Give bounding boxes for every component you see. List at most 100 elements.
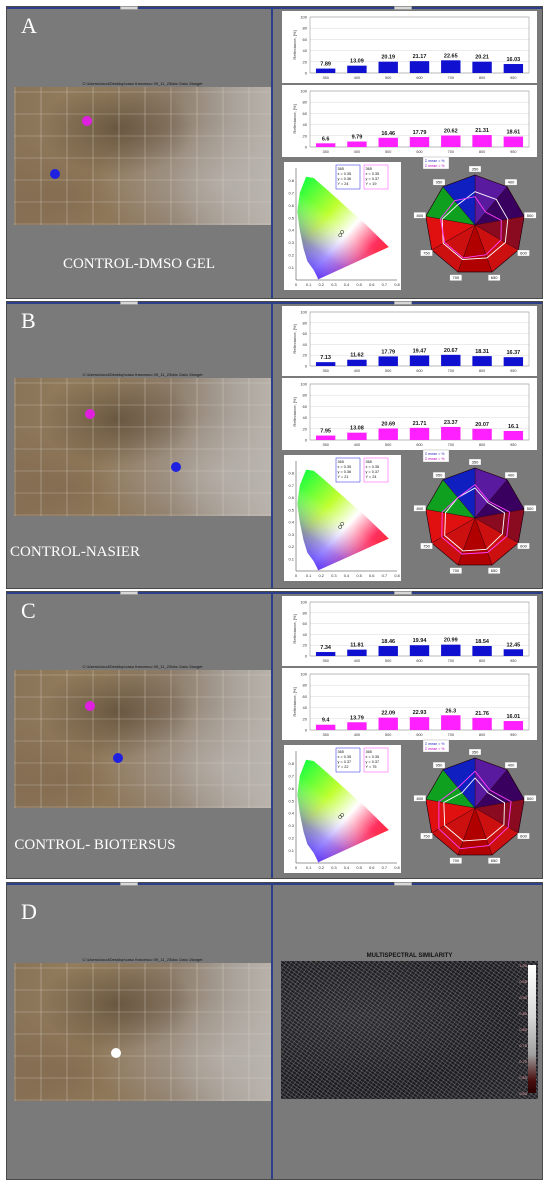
y-tick-label: 0 (305, 364, 308, 369)
bar (472, 61, 492, 73)
x-tick-label: 600 (416, 443, 422, 447)
bar-value-label: 20.19 (381, 55, 395, 61)
y-tick-label: 20 (303, 133, 308, 138)
x-tick-label: 500 (385, 76, 391, 80)
bar-value-label: 16.03 (506, 57, 520, 63)
panel-d-divider[interactable] (271, 883, 273, 1179)
bar-value-label: 20.07 (475, 422, 489, 428)
x-tick-label: 950 (510, 659, 516, 663)
bar (409, 717, 430, 730)
panel-d-handle[interactable] (120, 882, 138, 886)
y-tick-label: 40 (303, 705, 308, 710)
point-info-text: x = 0.35 (338, 465, 352, 469)
y-axis-label: Reflectance, [%] (292, 687, 297, 716)
bar-value-label: 17.79 (413, 130, 427, 136)
y-tick-label: 60 (303, 331, 308, 336)
bar-value-label: 7.13 (320, 355, 331, 361)
similarity-scale-tick: 0.65 (519, 1075, 527, 1080)
y-tick-label: 80 (303, 26, 308, 31)
point-info-text: Y = 22 (338, 765, 349, 769)
x-tick-label: 0.2 (318, 865, 324, 870)
bar-value-label: 20.62 (444, 128, 458, 134)
radar-axis-label: 800 (417, 506, 424, 511)
panel-a-handle-right[interactable] (394, 6, 412, 10)
point-info-text: Y = 75 (366, 765, 377, 769)
bar-value-label: 19.47 (413, 348, 427, 354)
y-tick-label: 0.3 (288, 532, 294, 537)
bar (472, 135, 492, 147)
bar-value-label: 19.94 (413, 638, 428, 644)
panel-a-photo-caption: C:\Users\cloud\Desktop\caso francesco 09… (82, 81, 203, 86)
point-info-text: x = 0.35 (366, 755, 380, 759)
point-info-text: y = 0.37 (366, 470, 380, 474)
magenta-sample-point[interactable] (85, 701, 95, 711)
radar-axis-label-box (449, 857, 462, 864)
bar-value-label: 21.71 (413, 421, 427, 427)
panel-a-cie-diagram: 0 0.1 0.2 0.3 0.4 0.5 0.6 0.7 0.8 0.1 0.2 0.3 0.4 0.5… (284, 162, 401, 290)
radar-axis-label-box (413, 212, 427, 219)
y-tick-label: 40 (303, 122, 308, 127)
panel-b-handle-right[interactable] (394, 301, 412, 305)
radar-outline (425, 757, 525, 856)
bar-value-label: 20.69 (381, 421, 395, 427)
x-tick-label: 400 (354, 443, 360, 447)
bar (347, 649, 367, 656)
bar-chart-svg: 0 20 40 60 80 100 Reflectance, [%] 6.6 350 9.79 40… (292, 89, 530, 154)
panel-b-photo[interactable] (14, 378, 271, 516)
bar-chart-svg: 0 20 40 60 80 100 Reflectance, [%] 7.95 350 13.08… (292, 382, 530, 447)
photo-grid-texture (14, 670, 271, 808)
panel-a-photo[interactable] (14, 87, 271, 225)
magenta-sample-point[interactable] (85, 409, 95, 419)
bar (347, 722, 367, 730)
radar-svg: 350 400 500 600 650 700 750 800 950 Σ mean = %Σ m… (413, 449, 537, 574)
radar-axis-label: 750 (423, 544, 430, 549)
radar-legend-box (422, 449, 450, 463)
panel-d-photo[interactable] (14, 963, 271, 1101)
blue-sample-point[interactable] (171, 462, 181, 472)
panel-c-divider[interactable] (271, 592, 273, 878)
y-tick-label: 0.1 (288, 265, 294, 270)
panel-c-photo[interactable] (14, 670, 271, 808)
radar-axis-label: 800 (417, 796, 424, 801)
radar-axis-label-box (413, 505, 427, 512)
panel-a-divider[interactable] (271, 7, 273, 298)
similarity-scale-tick: 0.70 (519, 1059, 527, 1064)
similarity-map[interactable]: 1.00 0.95 0.90 0.85 0.80 0.75 0.70 0.65 0.60 (281, 961, 538, 1099)
radar-legend-entry: Σ mean = % (425, 457, 445, 461)
bar-value-label: 7.95 (320, 429, 331, 435)
panel-b-handle[interactable] (120, 301, 138, 305)
bar-value-label: 22.09 (381, 711, 395, 717)
bar-value-label: 23.37 (444, 420, 458, 426)
point-info-text: y = 0.36 (338, 177, 352, 181)
y-tick-label: 60 (303, 404, 308, 409)
bar-value-label: 12.45 (506, 642, 520, 648)
bar (378, 428, 398, 440)
panel-d-photo-caption: C:\Users\cloud\Desktop\caso francesco 09… (82, 957, 203, 962)
white-sample-point[interactable] (111, 1048, 121, 1058)
radar-outline (425, 174, 525, 273)
panel-c-handle[interactable] (120, 591, 138, 595)
y-tick-label: 40 (303, 632, 308, 637)
panel-a-handle[interactable] (120, 6, 138, 10)
radar-axis-label-box (432, 178, 446, 186)
radar-axis-label-box (488, 857, 501, 864)
y-tick-label: 0.4 (288, 811, 294, 816)
panel-b-letter: B (21, 308, 36, 333)
chromaticity-point (340, 813, 345, 817)
bar (315, 435, 336, 440)
similarity-scale-tick: 0.80 (519, 1027, 527, 1032)
y-tick-label: 0.2 (288, 544, 294, 549)
panel-c-handle-right[interactable] (394, 591, 412, 595)
bar (441, 644, 461, 656)
chromaticity-point (340, 230, 345, 234)
y-tick-label: 0.1 (288, 556, 294, 561)
x-tick-label: 350 (322, 76, 328, 80)
radar-series-line (440, 196, 502, 259)
similarity-title: MULTISPECTRAL SIMILARITY (366, 953, 453, 959)
panel-d-handle-right[interactable] (394, 882, 412, 886)
y-tick-label: 0.5 (288, 507, 294, 512)
magenta-sample-point[interactable] (82, 116, 92, 126)
panel-b-divider[interactable] (271, 302, 273, 588)
blue-sample-point[interactable] (113, 753, 123, 763)
blue-sample-point[interactable] (50, 169, 60, 179)
